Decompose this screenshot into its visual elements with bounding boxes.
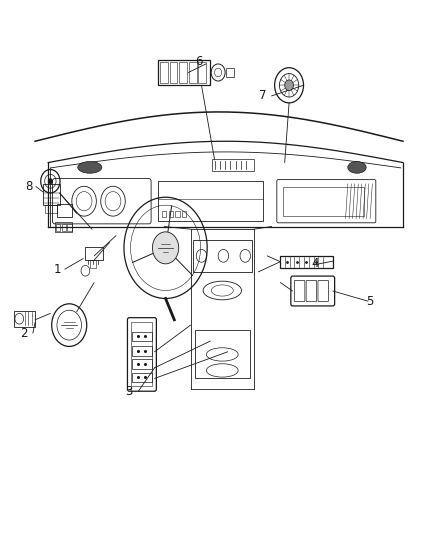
Bar [182, 211, 186, 217]
Bar [195, 330, 250, 378]
Bar [90, 260, 96, 268]
Bar [45, 205, 57, 213]
Bar [56, 224, 60, 231]
Text: 2: 2 [20, 327, 28, 340]
Bar [132, 373, 152, 382]
Bar [62, 224, 66, 231]
Bar [212, 159, 254, 171]
Text: 8: 8 [25, 180, 32, 193]
Ellipse shape [78, 161, 102, 173]
Bar [158, 181, 263, 221]
Bar [14, 311, 35, 327]
Text: 1: 1 [53, 263, 61, 276]
Bar [131, 322, 152, 386]
Bar [158, 60, 210, 85]
Bar [226, 68, 234, 77]
Bar [280, 256, 333, 268]
Text: 3: 3 [126, 385, 133, 398]
Bar [169, 211, 173, 217]
Bar [175, 211, 180, 217]
Bar [189, 62, 197, 83]
Bar [179, 62, 187, 83]
Bar [55, 222, 72, 232]
Text: 7: 7 [259, 90, 267, 102]
Bar [132, 332, 152, 341]
Bar [132, 359, 152, 369]
Bar [43, 184, 60, 205]
Bar [170, 62, 177, 83]
Circle shape [48, 179, 53, 184]
Bar [67, 224, 72, 231]
Bar [283, 187, 364, 216]
Text: 5: 5 [367, 295, 374, 308]
Bar [198, 62, 206, 83]
Ellipse shape [348, 161, 366, 173]
Circle shape [285, 80, 293, 91]
Bar [160, 62, 168, 83]
Bar [193, 240, 252, 272]
Bar [57, 204, 72, 217]
Bar [85, 247, 103, 260]
Text: 4: 4 [311, 257, 319, 270]
Text: 6: 6 [195, 55, 203, 68]
Bar [162, 211, 166, 217]
Circle shape [152, 232, 179, 264]
Bar [132, 346, 152, 356]
